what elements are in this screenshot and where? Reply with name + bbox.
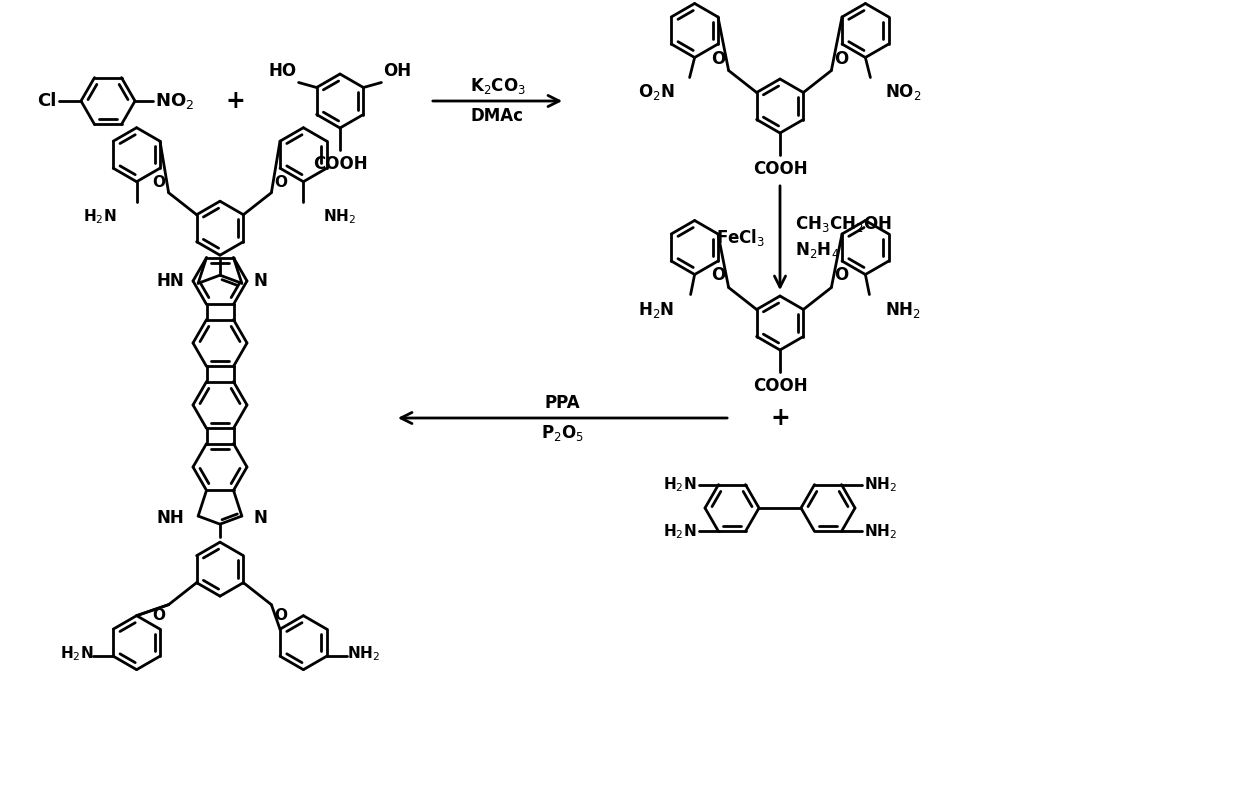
Text: +: + (225, 89, 245, 113)
Text: O: O (711, 267, 726, 284)
Text: H$_2$N: H$_2$N (638, 300, 674, 320)
Text: K$_2$CO$_3$: K$_2$CO$_3$ (469, 76, 525, 96)
Text: NH$_2$: NH$_2$ (347, 644, 379, 662)
Text: OH: OH (383, 62, 411, 79)
Text: N$_2$H$_4$: N$_2$H$_4$ (795, 240, 840, 260)
Text: +: + (771, 406, 790, 430)
Text: O: O (274, 608, 288, 622)
Text: O: O (835, 267, 848, 284)
Text: N: N (254, 272, 268, 290)
Text: O: O (153, 175, 165, 190)
Text: NH$_2$: NH$_2$ (885, 300, 921, 320)
Text: H$_2$N: H$_2$N (59, 644, 93, 662)
Text: H$_2$N: H$_2$N (663, 522, 697, 541)
Text: HO: HO (268, 62, 296, 79)
Text: O: O (835, 50, 848, 67)
Text: N: N (254, 509, 268, 527)
Text: Cl: Cl (37, 92, 57, 110)
Text: COOH: COOH (312, 155, 367, 173)
Text: O$_2$N: O$_2$N (638, 83, 674, 103)
Text: H$_2$N: H$_2$N (83, 207, 116, 227)
Text: NO$_2$: NO$_2$ (156, 91, 194, 111)
Text: FeCl$_3$: FeCl$_3$ (716, 227, 764, 248)
Text: NH$_2$: NH$_2$ (863, 475, 897, 494)
Text: PPA: PPA (545, 394, 580, 412)
Text: P$_2$O$_5$: P$_2$O$_5$ (541, 423, 584, 443)
Text: H$_2$N: H$_2$N (663, 475, 697, 494)
Text: NO$_2$: NO$_2$ (885, 83, 921, 103)
Text: DMAc: DMAc (471, 107, 524, 125)
Text: NH$_2$: NH$_2$ (863, 522, 897, 541)
Text: CH$_3$CH$_2$OH: CH$_3$CH$_2$OH (795, 214, 892, 234)
Text: O: O (274, 175, 288, 190)
Text: COOH: COOH (752, 377, 808, 395)
Text: NH: NH (157, 509, 184, 527)
Text: COOH: COOH (752, 160, 808, 178)
Text: O: O (153, 608, 165, 622)
Text: NH$_2$: NH$_2$ (324, 207, 357, 227)
Text: HN: HN (157, 272, 184, 290)
Text: O: O (711, 50, 726, 67)
